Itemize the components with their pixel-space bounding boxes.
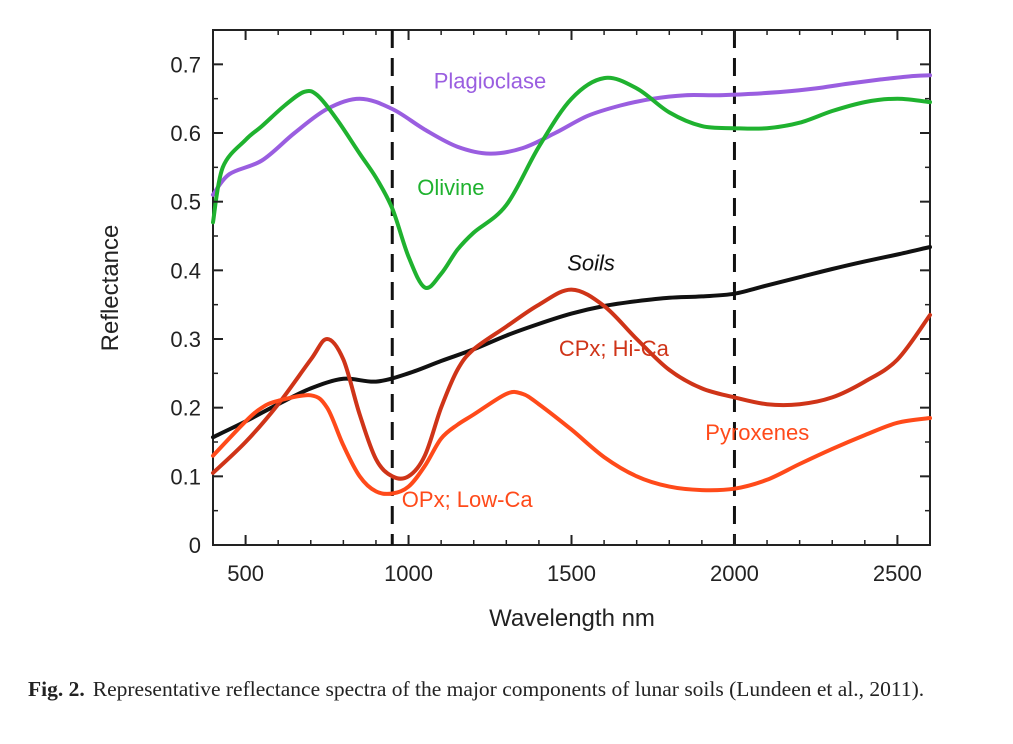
y-axis-title: Reflectance: [97, 225, 124, 352]
plot-border: [212, 29, 931, 546]
figure-caption: Fig. 2. Representative reflectance spectr…: [28, 674, 1008, 704]
label-soils: Soils: [567, 250, 615, 275]
y-tick-label: 0.7: [170, 52, 201, 77]
y-tick-label: 0.3: [170, 327, 201, 352]
x-tick-label: 2000: [710, 561, 759, 586]
y-tick-label: 0.4: [170, 258, 201, 283]
y-tick-label: 0.1: [170, 464, 201, 489]
y-tick-label: 0.2: [170, 396, 201, 421]
series-line-soils: [211, 245, 932, 440]
series-line-cpx-hi-ca: [211, 287, 932, 481]
x-tick-label: 2500: [873, 561, 922, 586]
label-cpx-hi-ca: CPx; Hi-Ca: [559, 336, 670, 361]
y-tick-label: 0: [189, 533, 201, 558]
reference-lines: [390, 30, 736, 545]
x-tick-label: 1500: [547, 561, 596, 586]
series-lines: [211, 73, 932, 496]
x-tick-label: 1000: [384, 561, 433, 586]
reflectance-chart: 500 1000 1500 2000 2500 0 0.1 0.2 0.3 0.4 0.5 0.6 0.…: [97, 29, 932, 632]
series-line-olivine: [211, 75, 932, 290]
series-line-opx-low-ca: [211, 389, 932, 496]
y-tick-label: 0.5: [170, 190, 201, 215]
label-olivine: Olivine: [417, 175, 484, 200]
series-line-plagioclase: [211, 73, 932, 197]
axes: 500 1000 1500 2000 2500 0 0.1 0.2 0.3 0.4 0.5 0.6 0.…: [170, 29, 931, 586]
figure-label: Fig. 2.: [28, 677, 85, 701]
y-tick-label: 0.6: [170, 121, 201, 146]
label-pyroxenes: Pyroxenes: [705, 420, 809, 445]
series-labels: Plagioclase Olivine Soils CPx; Hi-Ca OPx; Lo…: [402, 68, 809, 512]
x-axis-title: Wavelength nm: [489, 605, 655, 632]
label-plagioclase: Plagioclase: [434, 68, 547, 93]
label-opx-low-ca: OPx; Low-Ca: [402, 487, 534, 512]
plot-frame: [212, 29, 931, 546]
caption-text: Representative reflectance spectra of th…: [92, 677, 925, 701]
x-tick-label: 500: [227, 561, 264, 586]
